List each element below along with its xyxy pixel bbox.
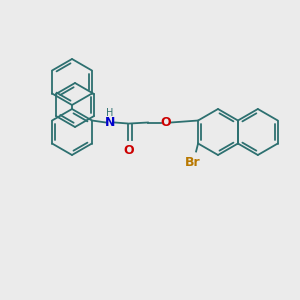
Text: O: O [160, 116, 171, 129]
Text: H: H [106, 109, 114, 118]
Text: O: O [124, 143, 134, 157]
Text: Br: Br [185, 155, 201, 169]
Text: N: N [105, 116, 115, 129]
